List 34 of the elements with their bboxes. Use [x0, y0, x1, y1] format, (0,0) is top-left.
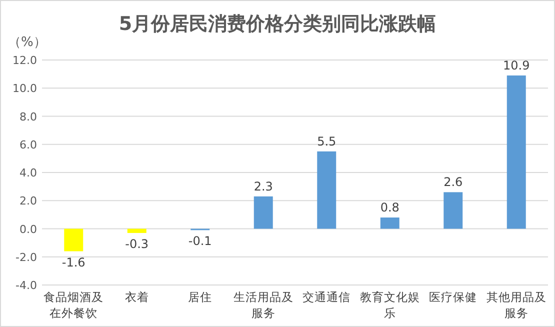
data-label: 0.8 [380, 200, 400, 214]
x-tick-label: 其他用品及服务 [486, 290, 546, 320]
x-tick-label: 居住 [188, 290, 212, 304]
y-tick-label: -2.0 [16, 250, 37, 264]
y-tick-label: 2.0 [20, 194, 37, 208]
bar [380, 218, 400, 229]
y-tick-label: 4.0 [20, 166, 37, 180]
x-tick-label: 生活用品及服务 [233, 290, 294, 320]
x-tick-label: 衣着 [124, 290, 149, 304]
y-tick-label: -4.0 [16, 279, 37, 292]
bar [64, 228, 84, 252]
data-label: 2.6 [444, 175, 463, 190]
y-tick-label: 8.0 [20, 110, 37, 124]
y-tick-label: 12.0 [12, 54, 37, 67]
data-label: -0.1 [188, 234, 212, 248]
x-tick-label: 食品烟酒及在外餐饮 [44, 290, 104, 320]
x-tick-label: 交通通信 [302, 290, 351, 304]
y-axis-title: （%） [8, 35, 46, 50]
bar [127, 228, 146, 233]
data-label: 5.5 [317, 134, 336, 148]
bar [254, 196, 273, 229]
y-tick-label: 10.0 [12, 82, 37, 96]
x-tick-label: 医疗保健 [429, 290, 478, 304]
bar [444, 192, 463, 229]
y-tick-label: 6.0 [20, 138, 37, 152]
chart-title: 5月份居民消费价格分类别同比涨跌幅 [118, 13, 436, 35]
data-label: -0.3 [125, 236, 149, 251]
x-tick-label: 教育文化娱乐 [360, 290, 420, 320]
data-label: -1.6 [62, 255, 86, 270]
bar [506, 75, 526, 229]
data-label: 10.9 [503, 58, 530, 72]
data-label: 2.3 [254, 179, 273, 194]
y-tick-label: 0.0 [20, 222, 37, 236]
bar [317, 151, 336, 229]
